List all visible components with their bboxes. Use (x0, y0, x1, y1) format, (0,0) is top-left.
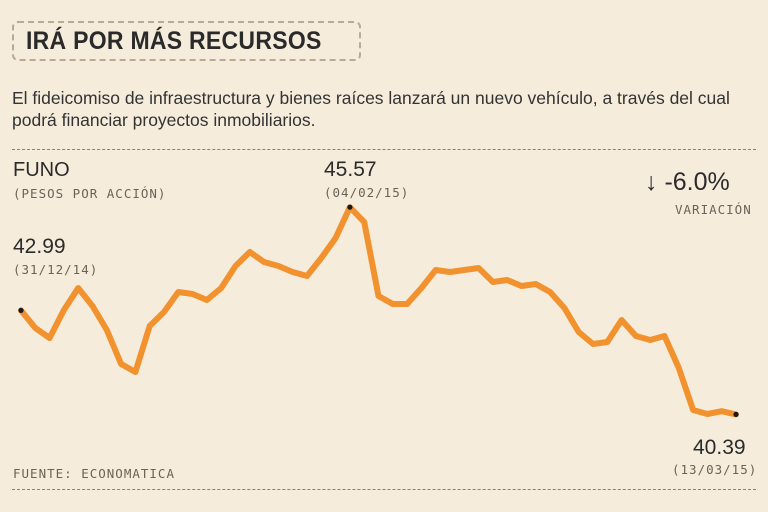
chart-layer (18, 204, 739, 418)
max-date-label: (04/02/15) (324, 185, 410, 200)
source-note: FUENTE: ECONOMATICA (13, 466, 175, 481)
change-value: -6.0% (664, 168, 730, 196)
chart-title: FUNO (13, 159, 70, 181)
title-box: IRÁ POR MÁS RECURSOS (12, 21, 362, 61)
bottom-divider (12, 489, 756, 490)
series-line-funo (18, 204, 739, 418)
down-arrow-icon: ↓ (645, 168, 658, 196)
start-date-label: (31/12/14) (13, 262, 99, 277)
max-point (347, 204, 353, 210)
top-divider (12, 149, 756, 150)
page-title: IRÁ POR MÁS RECURSOS (26, 27, 322, 55)
change-label: VARIACIÓN (675, 202, 752, 217)
subtitle: El fideicomiso de infraestructura y bien… (12, 88, 730, 130)
max-value-label: 45.57 (324, 158, 377, 181)
start-value-label: 42.99 (13, 235, 66, 258)
end-point (733, 411, 739, 417)
start-point (18, 307, 24, 313)
change-indicator: ↓ -6.0% (645, 168, 730, 197)
end-date-label: (13/03/15) (672, 462, 758, 477)
end-value-label: 40.39 (693, 436, 746, 459)
y-axis-label: (PESOS POR ACCIÓN) (13, 186, 167, 201)
